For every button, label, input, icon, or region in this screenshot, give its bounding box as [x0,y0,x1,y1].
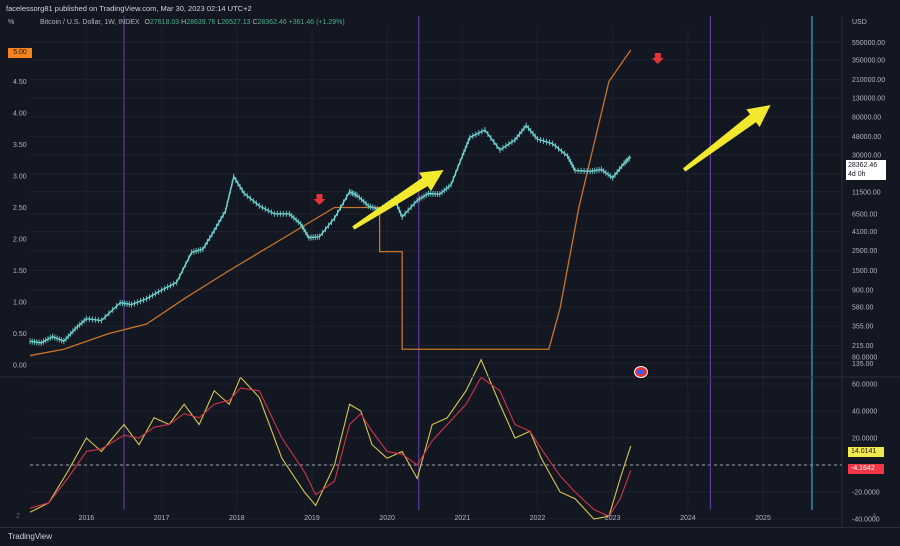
time-axis-tick: 2018 [229,515,245,522]
time-axis-tick: 2023 [605,515,621,522]
publisher-text: facelessorg81 published on TradingView.c… [6,4,252,13]
footer: TradingView [0,527,900,546]
time-axis-tick: 2016 [79,515,95,522]
time-axis-tick: 2019 [304,515,320,522]
oscillator-axis-tick: 40.0000 [852,409,877,416]
time-axis-tick: 2017 [154,515,170,522]
oscillator-fast-badge: 14.0141 [848,447,884,457]
left-axis-unit: % [8,19,15,26]
annotation-arrows [313,53,771,230]
price-axis-tick: 6500.00 [852,211,877,218]
price-axis-tick: 1500.00 [852,268,877,275]
symbol-legend[interactable]: Bitcoin / U.S. Dollar, 1W, INDEX O27618.… [40,19,345,26]
open-label: O [144,19,150,26]
price-axis-tick: 210000.00 [852,77,885,84]
left-axis-tick: 2.50 [13,205,27,212]
close-value: 28362.46 [257,19,287,26]
yellow-arrow-right [682,105,771,172]
axes: 550000.00 350000.00 210000.00 130000.00 8000… [0,16,900,527]
yellow-arrow-right-shape [682,105,771,172]
oscillator-fast-value: 14.0141 [851,448,877,455]
step-line-series [29,49,632,357]
us-flag-marker[interactable] [634,366,648,378]
price-axis-tick: 900.00 [852,288,874,295]
price-axis-tick: 4100.00 [852,229,877,236]
oscillator-slow-line [29,376,632,517]
left-axis-tick: 0.50 [13,331,27,338]
price-badge-time: 4d 0h [848,171,866,178]
price-axis-tick: 80000.00 [852,114,881,121]
oscillator-fast-line [29,358,632,520]
auto-scale-button[interactable]: A [872,513,877,520]
time-axis-tick: 2022 [530,515,546,522]
left-axis-tick: 0.00 [13,363,27,370]
oscillator-axis-tick: -40.0000 [852,517,880,524]
time-axis-tick: 2021 [455,515,471,522]
low-value: 26527.13 [221,19,251,26]
price-axis-tick: 355.00 [852,324,874,331]
oscillator-axis-tick: 80.0000 [852,355,877,362]
right-axis-unit: USD [852,19,867,26]
cycle-vertical-lines [123,16,813,510]
price-badge-price: 28362.46 [848,162,878,169]
left-axis-tick: 2.00 [13,237,27,244]
price-axis-tick: 2500.00 [852,248,877,255]
oscillator-series [29,358,632,520]
left-value-badge-label: 5.00 [13,49,27,56]
high-value: 28639.76 [186,19,216,26]
left-axis-tick: 3.50 [13,142,27,149]
oscillator-slow-badge: -4.1642 [848,464,884,474]
price-series [29,122,632,346]
red-down-arrow-2019 [313,194,326,205]
low-label: L [217,19,222,26]
yellow-arrow-left-shape [352,169,444,230]
price-axis-tick: 11500.00 [852,189,881,196]
oscillator-axis-tick: 20.0000 [852,436,877,443]
price-axis-tick: 30000.00 [852,152,881,159]
left-value-badge: 5.00 [8,48,32,58]
top-bar: facelessorg81 published on TradingView.c… [0,0,900,16]
close-label: C [252,19,258,26]
yellow-arrow-left [352,169,444,230]
z-button[interactable]: Z [16,513,21,520]
oscillator-axis-tick: 60.0000 [852,382,877,389]
oscillator-axis-tick: -20.0000 [852,490,880,497]
price-axis-tick: 550000.00 [852,40,885,47]
flag-icon [638,370,644,374]
price-axis-tick: 130000.00 [852,96,885,103]
time-axis-tick: 2024 [680,515,696,522]
price-grid [30,28,842,510]
open-value: 27618.03 [150,19,180,26]
step-line [29,49,632,357]
price-axis-tick: 48000.00 [852,134,881,141]
left-axis-tick: 1.00 [13,300,27,307]
tradingview-logo: TradingView [8,532,53,541]
price-axis-tick: 135.00 [852,361,874,368]
time-axis-tick: 2020 [379,515,395,522]
time-axis-tick: 2025 [755,515,771,522]
red-down-arrow-2023 [651,53,664,64]
left-axis-tick: 4.00 [13,111,27,118]
price-axis-tick: 580.00 [852,305,874,312]
oscillator-slow-value: -4.1642 [851,465,875,472]
oscillator-grid [30,356,842,520]
left-axis-tick: 3.00 [13,174,27,181]
left-axis-tick: 4.50 [13,79,27,86]
high-label: H [181,19,187,26]
price-axis-tick: 350000.00 [852,57,885,64]
symbol-name: Bitcoin / U.S. Dollar, 1W, INDEX [40,19,140,26]
price-badge: 28362.46 4d 0h [846,160,886,180]
change-value: +361.46 (+1.29%) [288,19,345,26]
price-line [29,124,632,344]
price-axis-tick: 215.00 [852,343,874,350]
left-axis-tick: 1.50 [13,268,27,275]
